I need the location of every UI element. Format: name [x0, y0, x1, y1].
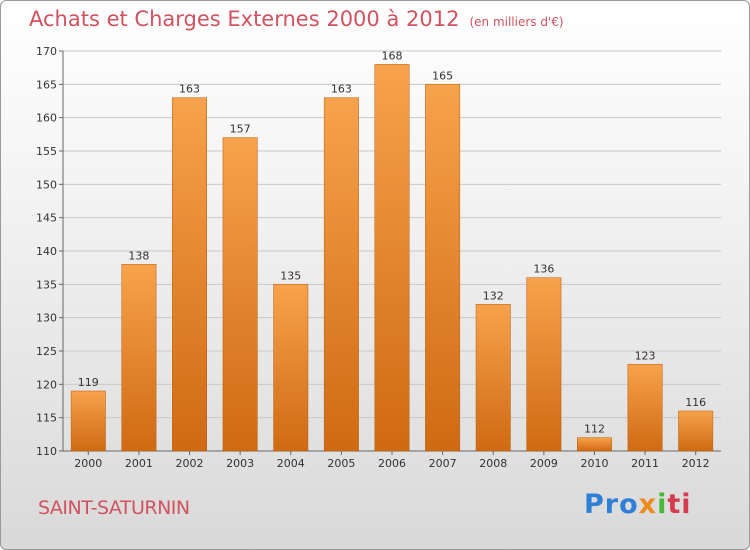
y-tick-label: 155 [36, 145, 57, 158]
bar-2009 [526, 277, 562, 452]
y-tick-label: 150 [36, 178, 57, 191]
x-tick-label-2007: 2007 [429, 457, 457, 470]
bar-2005 [323, 97, 359, 452]
data-label-2000: 119 [78, 376, 99, 389]
data-labels: 119 138 163 157 135 163 168 165 132 136 112 123 116 [78, 49, 706, 435]
data-label-2004: 135 [280, 269, 301, 282]
x-tick-label-2010: 2010 [580, 457, 608, 470]
data-label-2007: 165 [432, 69, 453, 82]
chart-title-text: Achats et Charges Externes 2000 à 2012 [29, 7, 460, 31]
data-label-2010: 112 [584, 423, 605, 436]
x-tick-label-2006: 2006 [378, 457, 406, 470]
y-tick-label: 170 [36, 45, 57, 58]
x-tick-label-2008: 2008 [479, 457, 507, 470]
logo-part-3: i [657, 489, 668, 520]
data-label-2001: 138 [128, 249, 149, 262]
bar-2007 [425, 84, 461, 452]
x-tick-label-2001: 2001 [125, 457, 153, 470]
bar-2003 [222, 137, 258, 452]
x-tick-label-2000: 2000 [74, 457, 102, 470]
bars [70, 64, 714, 452]
logo-part-1: Pro [584, 489, 639, 520]
y-tick-label: 135 [36, 278, 57, 291]
bar-2001 [121, 264, 157, 452]
y-tick-label: 145 [36, 212, 57, 225]
x-tick-label-2009: 2009 [530, 457, 558, 470]
x-tick-label-2012: 2012 [682, 457, 710, 470]
x-tick-label-2003: 2003 [226, 457, 254, 470]
data-label-2012: 116 [685, 396, 706, 409]
data-label-2009: 136 [533, 263, 554, 276]
y-tick-label: 140 [36, 245, 57, 258]
x-tick-label-2002: 2002 [176, 457, 204, 470]
data-label-2011: 123 [635, 349, 656, 362]
bar-2002 [172, 97, 207, 452]
chart-subtitle: (en milliers d'€) [469, 15, 564, 29]
data-label-2006: 168 [382, 49, 403, 62]
x-tick-labels: 2000 2001 2002 2003 2004 2005 2006 2007 2008 2009… [74, 457, 709, 470]
logo-part-2: x [638, 489, 658, 520]
y-tick-label: 165 [36, 78, 57, 91]
y-tick-label: 125 [36, 345, 57, 358]
chart-title: Achats et Charges Externes 2000 à 2012 (e… [29, 7, 564, 31]
proxiti-logo: Proxiti [584, 489, 692, 520]
y-tick-labels: 110 115 120 125 130 135 140 145 150 155 160 165 170 [36, 45, 57, 458]
bar-2006 [374, 64, 410, 452]
city-name: SAINT-SATURNIN [38, 497, 190, 519]
y-tick-label: 110 [36, 445, 57, 458]
bar-2004 [273, 284, 309, 452]
logo-part-4: ti [667, 489, 692, 520]
y-tick-label: 120 [36, 378, 57, 391]
bar-2012 [678, 410, 714, 452]
bar-2000 [70, 390, 106, 452]
x-tick-label-2011: 2011 [631, 457, 659, 470]
data-label-2002: 163 [179, 83, 200, 96]
y-tick-label: 130 [36, 312, 57, 325]
data-label-2003: 157 [230, 123, 251, 136]
y-tick-label: 160 [36, 112, 57, 125]
bar-2010 [577, 437, 612, 452]
data-label-2008: 132 [483, 289, 504, 302]
bar-2011 [627, 364, 663, 452]
x-tick-label-2004: 2004 [277, 457, 305, 470]
y-tick-label: 115 [36, 412, 57, 425]
x-tick-label-2005: 2005 [327, 457, 355, 470]
bar-2008 [475, 304, 511, 452]
data-label-2005: 163 [331, 83, 352, 96]
